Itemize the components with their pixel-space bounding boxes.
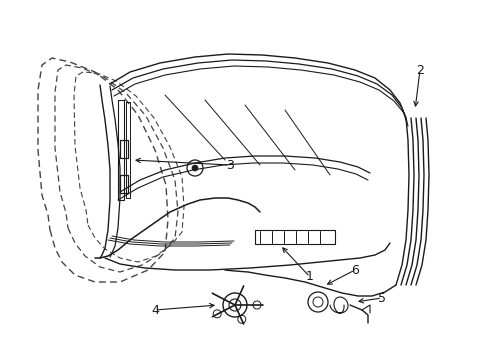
Circle shape	[192, 165, 198, 171]
Text: 4: 4	[151, 303, 159, 316]
Text: 1: 1	[305, 270, 313, 284]
Text: 2: 2	[415, 63, 423, 77]
Text: 6: 6	[350, 264, 358, 276]
Text: 5: 5	[377, 292, 385, 305]
Text: 3: 3	[225, 158, 233, 171]
